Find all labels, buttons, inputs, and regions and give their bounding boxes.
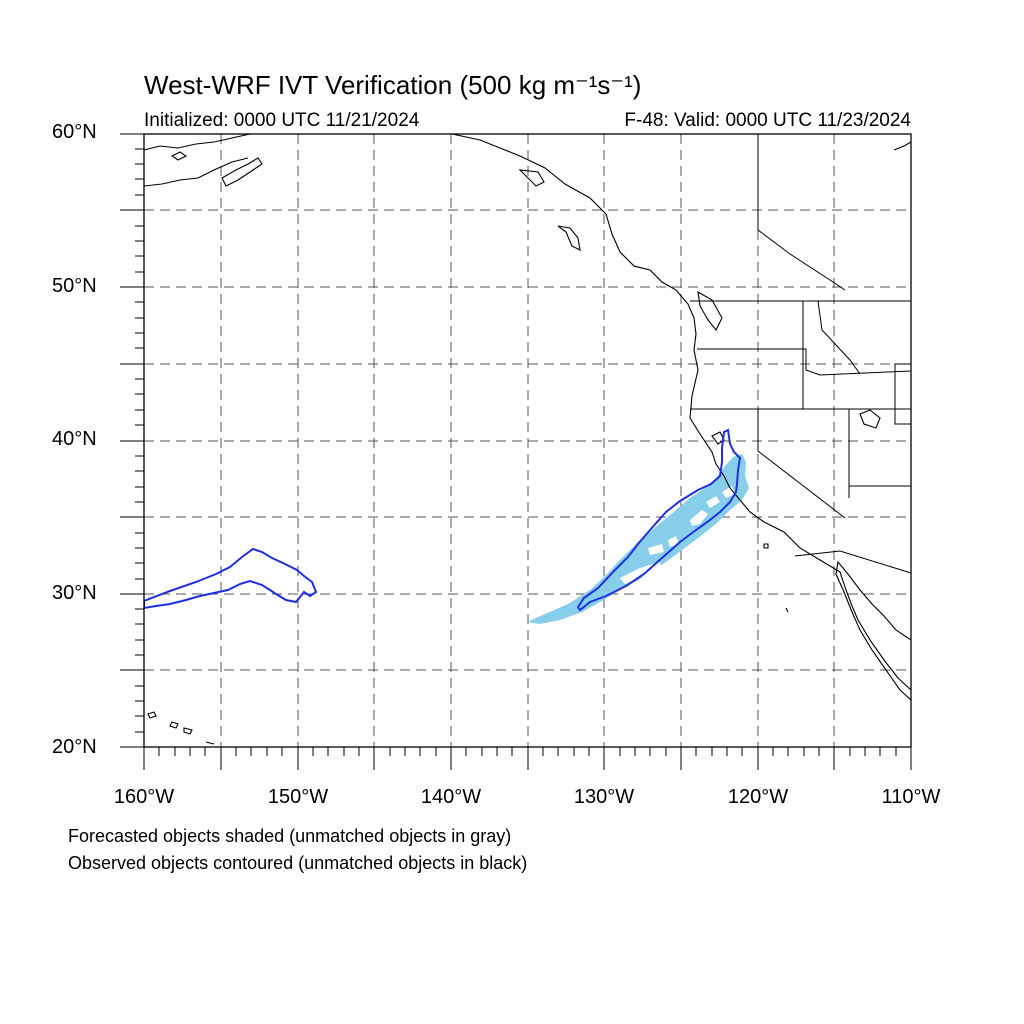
lon-label-130w: 130°W xyxy=(573,786,635,808)
grid-lines xyxy=(144,134,911,747)
lat-label-30n: 30°N xyxy=(52,582,97,604)
minor-ticks xyxy=(135,148,897,756)
lat-label-60n: 60°N xyxy=(52,121,97,143)
lon-label-120w: 120°W xyxy=(727,786,789,808)
lon-label-160w: 160°W xyxy=(113,786,175,808)
valid-time: F-48: Valid: 0000 UTC 11/23/2024 xyxy=(624,110,911,131)
lon-label-150w: 150°W xyxy=(267,786,329,808)
lon-label-110w: 110°W xyxy=(881,786,941,808)
forecast-ivt-object xyxy=(527,454,749,624)
observed-object-pacific xyxy=(144,547,318,610)
major-ticks xyxy=(120,133,912,770)
observed-object-california xyxy=(576,428,742,612)
observed-ivt-objects xyxy=(144,428,742,612)
lat-label-40n: 40°N xyxy=(52,428,97,450)
lat-label-50n: 50°N xyxy=(52,275,97,297)
political-borders xyxy=(690,134,911,574)
caption-forecast: Forecasted objects shaded (unmatched obj… xyxy=(68,826,512,846)
lon-label-140w: 140°W xyxy=(420,786,482,808)
caption-observed: Observed objects contoured (unmatched ob… xyxy=(68,853,528,873)
lat-label-20n: 20°N xyxy=(52,736,97,758)
plot-frame xyxy=(143,133,912,748)
initialized-time: Initialized: 0000 UTC 11/21/2024 xyxy=(144,110,420,131)
map-title: West-WRF IVT Verification (500 kg m⁻¹s⁻¹… xyxy=(144,70,642,100)
coastlines xyxy=(144,134,911,745)
